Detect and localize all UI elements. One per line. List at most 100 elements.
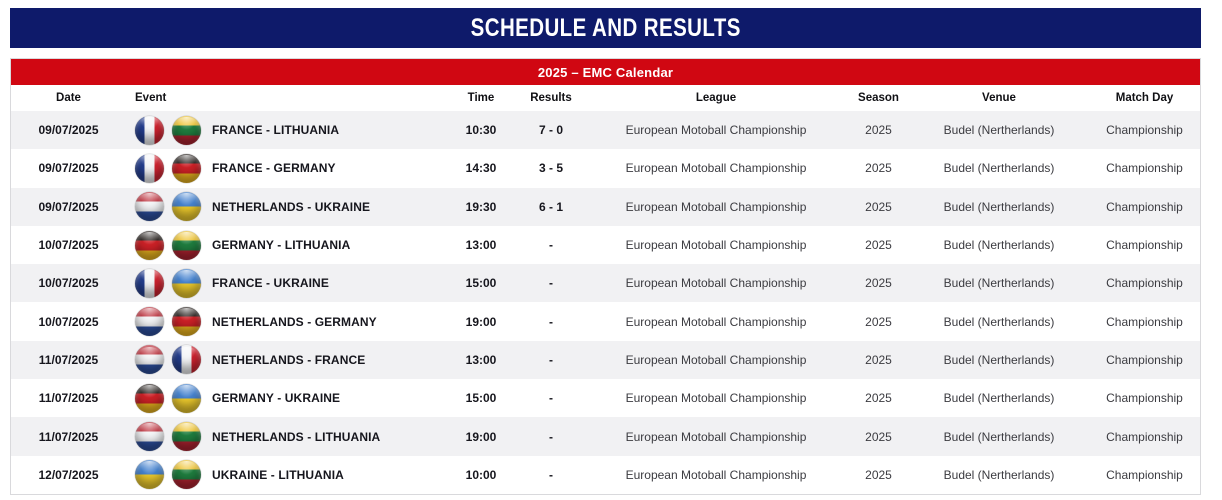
table-row: 12/07/2025 UKRAINE - LITHUANIA 10:00 - E… [11, 455, 1200, 494]
column-header-league: League [695, 92, 737, 104]
calendar-header: 2025 – EMC Calendar [11, 59, 1200, 85]
match-date: 11/07/2025 [38, 352, 99, 367]
away-team-flag-lithuania-icon [172, 115, 201, 145]
match-date: 10/07/2025 [38, 276, 99, 291]
match-venue: Budel (Nertherlands) [943, 276, 1055, 291]
match-name: FRANCE - UKRAINE [212, 276, 329, 291]
match-event: NETHERLANDS - LITHUANIA [126, 422, 446, 452]
match-event: UKRAINE - LITHUANIA [126, 460, 446, 490]
match-date: 09/07/2025 [38, 123, 99, 138]
match-season: 2025 [865, 161, 892, 176]
column-header-season: Season [858, 92, 899, 104]
match-league: European Motoball Championship [625, 276, 807, 291]
match-day: Championship [1106, 161, 1183, 176]
table-row: 10/07/2025 FRANCE - UKRAINE 15:00 - Euro… [11, 264, 1200, 303]
match-results: - [549, 429, 553, 444]
match-results: 7 - 0 [538, 123, 563, 138]
match-league: European Motoball Championship [625, 199, 807, 214]
match-results: 6 - 1 [538, 199, 563, 214]
match-venue: Budel (Nertherlands) [943, 314, 1055, 329]
table-row: 09/07/2025 NETHERLANDS - UKRAINE 19:30 6… [11, 187, 1200, 226]
table-row: 11/07/2025 NETHERLANDS - FRANCE 13:00 - … [11, 340, 1200, 380]
home-team-flag-germany-icon [135, 383, 164, 413]
match-venue: Budel (Nertherlands) [943, 238, 1055, 253]
match-date: 09/07/2025 [38, 161, 99, 176]
match-season: 2025 [865, 467, 892, 482]
match-name: FRANCE - GERMANY [212, 161, 336, 176]
match-venue: Budel (Nertherlands) [943, 123, 1055, 138]
match-league: European Motoball Championship [625, 391, 807, 406]
match-date: 11/07/2025 [38, 429, 99, 444]
match-time: 19:00 [465, 429, 497, 444]
away-team-flag-lithuania-icon [172, 230, 201, 260]
match-name: FRANCE - LITHUANIA [212, 123, 340, 138]
match-time: 19:30 [465, 199, 497, 214]
match-season: 2025 [865, 391, 892, 406]
column-header-event: Event [135, 92, 167, 104]
match-date: 09/07/2025 [38, 199, 99, 214]
match-results: - [549, 391, 553, 406]
match-event: GERMANY - LITHUANIA [126, 230, 446, 260]
match-time: 14:30 [465, 161, 497, 176]
match-league: European Motoball Championship [625, 429, 807, 444]
away-team-flag-ukraine-icon [172, 383, 201, 413]
match-name: GERMANY - LITHUANIA [212, 238, 351, 253]
table-row: 11/07/2025 GERMANY - UKRAINE 15:00 - Eur… [11, 379, 1200, 418]
match-time: 19:00 [465, 314, 497, 329]
match-time: 10:00 [465, 467, 497, 482]
match-season: 2025 [865, 199, 892, 214]
table-row: 09/07/2025 FRANCE - GERMANY 14:30 3 - 5 … [11, 149, 1200, 188]
match-time: 13:00 [465, 352, 497, 367]
match-season: 2025 [865, 429, 892, 444]
match-date: 11/07/2025 [38, 391, 99, 406]
match-season: 2025 [865, 352, 892, 367]
column-header-results: Results [530, 92, 572, 104]
match-season: 2025 [865, 123, 892, 138]
match-venue: Budel (Nertherlands) [943, 161, 1055, 176]
home-team-flag-netherlands-icon [135, 192, 164, 222]
match-league: European Motoball Championship [625, 123, 807, 138]
match-results: - [549, 276, 553, 291]
match-league: European Motoball Championship [625, 314, 807, 329]
match-name: NETHERLANDS - UKRAINE [212, 199, 371, 214]
match-season: 2025 [865, 238, 892, 253]
away-team-flag-lithuania-icon [172, 460, 201, 490]
match-day: Championship [1106, 429, 1183, 444]
column-header-date: Date [56, 92, 81, 104]
match-results: - [549, 314, 553, 329]
home-team-flag-netherlands-icon [135, 422, 164, 452]
home-team-flag-france-icon [135, 153, 164, 183]
match-results: - [549, 238, 553, 253]
match-name: NETHERLANDS - GERMANY [212, 314, 377, 329]
match-venue: Budel (Nertherlands) [943, 199, 1055, 214]
match-day: Championship [1106, 352, 1183, 367]
match-league: European Motoball Championship [625, 238, 807, 253]
away-team-flag-ukraine-icon [172, 192, 201, 222]
calendar-card: 2025 – EMC Calendar Date Event Time Resu… [10, 58, 1201, 495]
match-event: GERMANY - UKRAINE [126, 383, 446, 413]
home-team-flag-netherlands-icon [135, 345, 164, 375]
match-date: 10/07/2025 [38, 238, 99, 253]
home-team-flag-germany-icon [135, 230, 164, 260]
match-day: Championship [1106, 199, 1183, 214]
away-team-flag-france-icon [172, 345, 201, 375]
match-date: 10/07/2025 [38, 314, 99, 329]
match-results: - [549, 352, 553, 367]
match-season: 2025 [865, 276, 892, 291]
match-season: 2025 [865, 314, 892, 329]
page-title: SCHEDULE AND RESULTS [470, 13, 741, 42]
page-title-bar: SCHEDULE AND RESULTS [10, 8, 1201, 48]
match-day: Championship [1106, 467, 1183, 482]
match-day: Championship [1106, 123, 1183, 138]
match-results: - [549, 467, 553, 482]
match-venue: Budel (Nertherlands) [943, 352, 1055, 367]
table-row: 10/07/2025 NETHERLANDS - GERMANY 19:00 -… [11, 302, 1200, 341]
match-venue: Budel (Nertherlands) [943, 429, 1055, 444]
match-event: NETHERLANDS - GERMANY [126, 307, 446, 337]
away-team-flag-germany-icon [172, 153, 201, 183]
match-league: European Motoball Championship [625, 467, 807, 482]
match-event: FRANCE - UKRAINE [126, 268, 446, 298]
match-event: FRANCE - GERMANY [126, 153, 446, 183]
column-header-venue: Venue [982, 92, 1016, 104]
